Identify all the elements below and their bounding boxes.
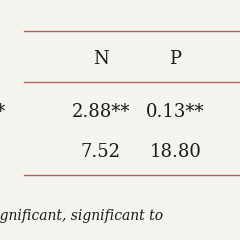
Text: N: N xyxy=(93,50,109,68)
Text: 18.80: 18.80 xyxy=(149,144,201,162)
Text: 7.52: 7.52 xyxy=(81,144,121,162)
Text: significant, significant to: significant, significant to xyxy=(0,209,163,223)
Text: P: P xyxy=(169,50,181,68)
Text: **: ** xyxy=(0,103,6,120)
Text: 0.13**: 0.13** xyxy=(146,103,204,120)
Text: 2.88**: 2.88** xyxy=(72,103,130,120)
